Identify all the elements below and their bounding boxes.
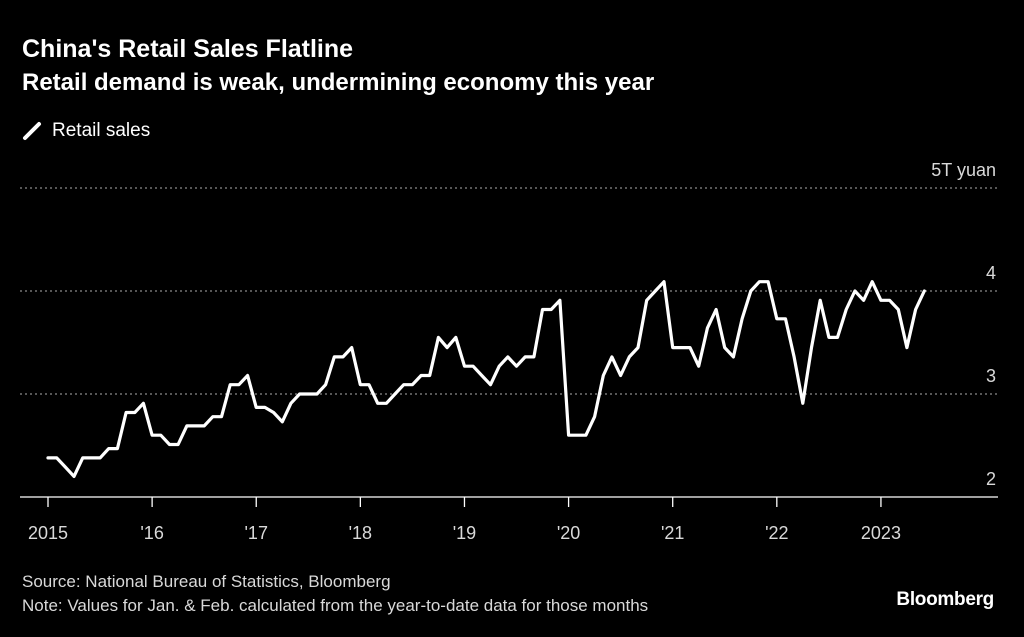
chart-subtitle: Retail demand is weak, undermining econo… xyxy=(22,69,655,96)
x-tick-label: '17 xyxy=(245,523,268,543)
x-tick-label: '19 xyxy=(453,523,476,543)
y-tick-label: 5T yuan xyxy=(931,160,996,180)
grid-layer xyxy=(20,187,998,395)
x-tick-label: 2023 xyxy=(861,523,901,543)
x-tick-label: '22 xyxy=(765,523,788,543)
bloomberg-logo: Bloomberg xyxy=(896,589,994,610)
footer: Source: National Bureau of Statistics, B… xyxy=(22,570,648,618)
chart-title: China's Retail Sales Flatline xyxy=(22,35,354,63)
y-tick-label: 2 xyxy=(986,469,996,489)
x-tick-label: '18 xyxy=(349,523,372,543)
legend: Retail sales xyxy=(22,118,150,144)
source-text: Source: National Bureau of Statistics, B… xyxy=(22,572,391,591)
line-swatch-icon xyxy=(23,122,41,140)
series-layer xyxy=(46,280,926,478)
x-tick-label: 2015 xyxy=(28,523,68,543)
x-tick-label: '21 xyxy=(661,523,684,543)
x-tick-label: '16 xyxy=(140,523,163,543)
y-tick-label: 4 xyxy=(986,263,996,283)
y-tick-label: 3 xyxy=(986,366,996,386)
legend-label: Retail sales xyxy=(52,120,151,141)
axis-layer: 2 3 4 5T yuan 2015 '16 '17 '18 '19 '20 '21 '22 2023 xyxy=(20,160,998,543)
x-tick-label: '20 xyxy=(557,523,580,543)
series-line-retail-sales xyxy=(46,280,926,478)
note-text: Note: Values for Jan. & Feb. calculated … xyxy=(22,596,649,615)
